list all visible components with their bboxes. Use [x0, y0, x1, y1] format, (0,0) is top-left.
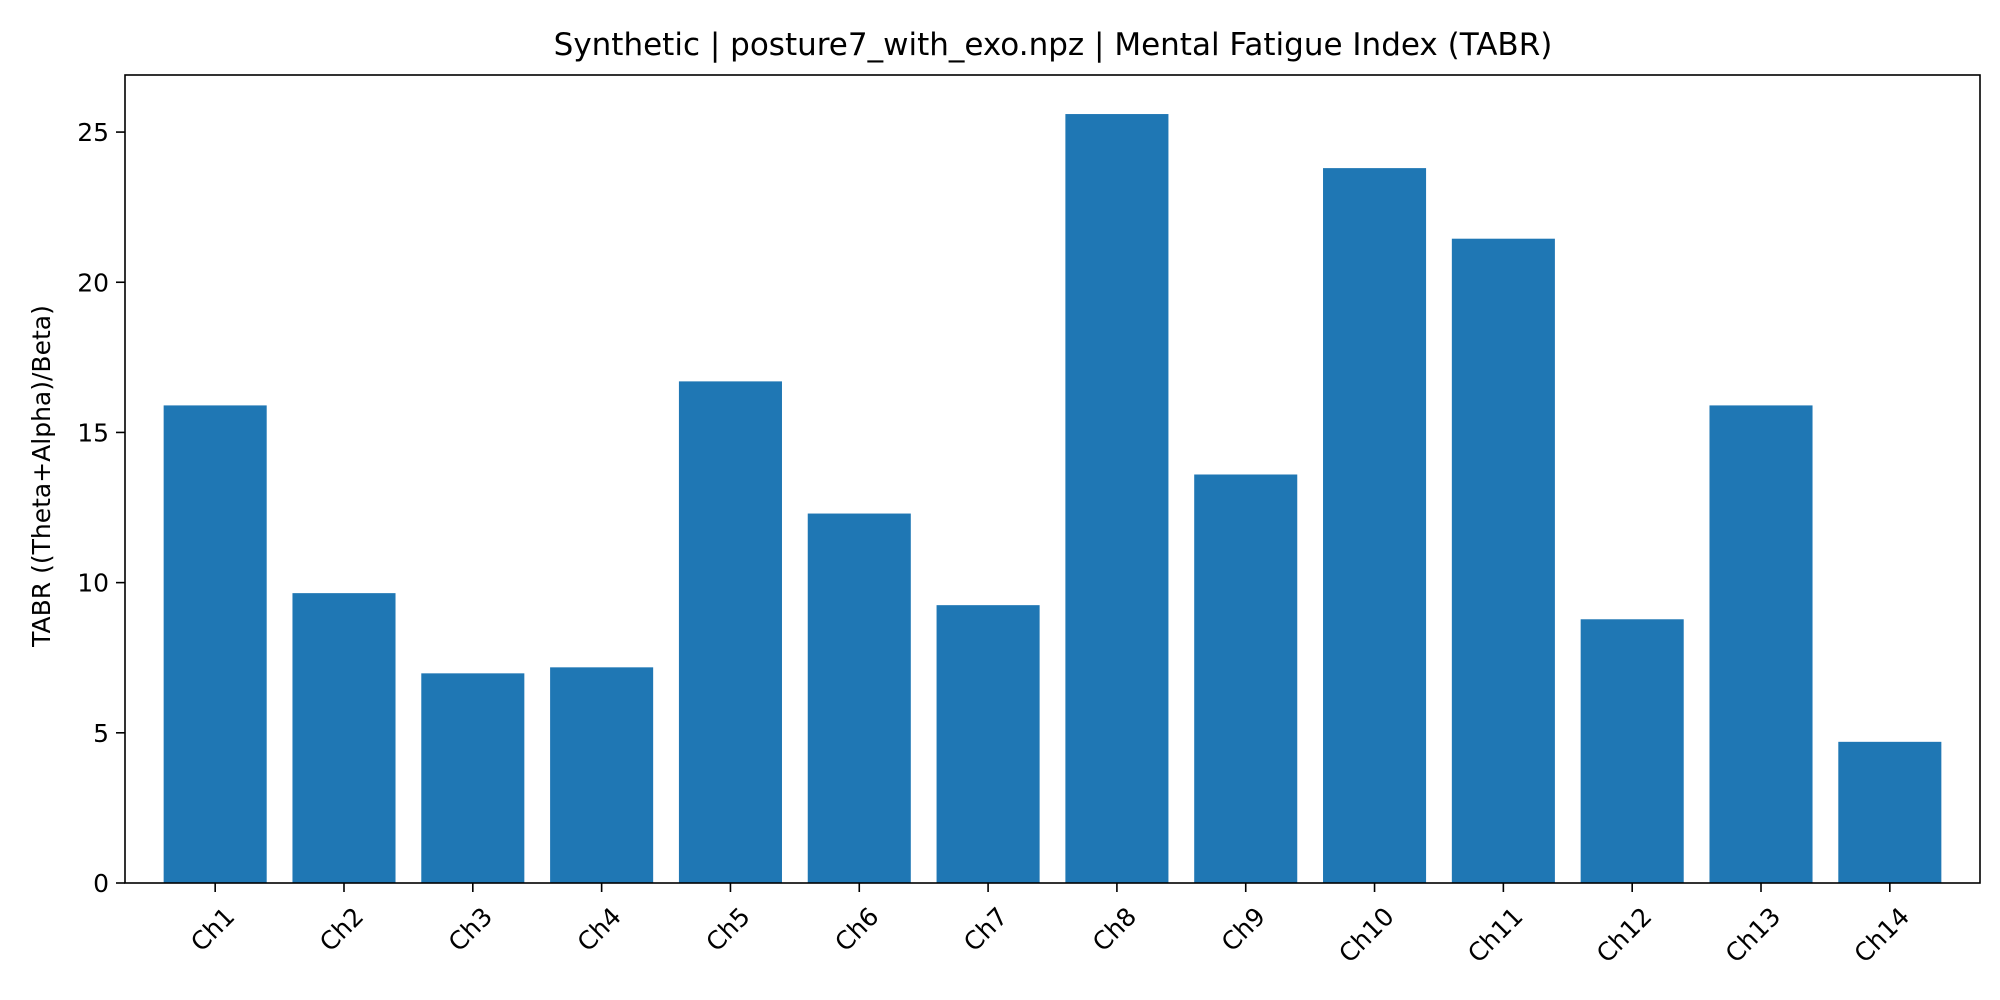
bar-ch2: [292, 593, 396, 883]
y-axis-label: TABR ((Theta+Alpha)/Beta): [27, 305, 56, 648]
bar-ch6: [807, 513, 911, 883]
y-tick-label: 20: [77, 268, 109, 297]
x-tick-label: Ch9: [1216, 902, 1271, 957]
x-tick-label: Ch8: [1087, 902, 1142, 957]
x-tick-label: Ch2: [314, 902, 369, 957]
x-tick-label: Ch14: [1849, 902, 1916, 969]
bar-ch11: [1451, 238, 1555, 883]
y-tick-label: 25: [77, 118, 109, 147]
bar-ch8: [1065, 114, 1169, 883]
bar-ch7: [936, 605, 1040, 883]
y-tick-label: 0: [93, 869, 109, 898]
y-tick-label: 10: [77, 569, 109, 598]
chart-title: Synthetic | posture7_with_exo.npz | Ment…: [554, 27, 1553, 63]
bar-ch10: [1323, 168, 1427, 883]
x-tick-label: Ch7: [958, 902, 1013, 957]
bar-ch1: [163, 405, 267, 883]
bar-ch4: [550, 667, 654, 883]
bar-ch3: [421, 673, 525, 883]
x-tick-label: Ch4: [572, 902, 627, 957]
bar-ch9: [1194, 474, 1298, 883]
x-axis-ticks: Ch1 Ch2 Ch3 Ch4 Ch5 Ch6 Ch7 Ch8 Ch9 Ch10 Ch11 Ch12 C…: [185, 883, 1915, 968]
x-tick-label: Ch10: [1333, 902, 1400, 969]
x-tick-label: Ch5: [700, 902, 755, 957]
x-tick-label: Ch12: [1591, 902, 1658, 969]
x-tick-label: Ch3: [443, 902, 498, 957]
bar-ch14: [1838, 741, 1942, 883]
bars-group: [163, 114, 1942, 883]
bar-ch12: [1580, 619, 1684, 883]
bar-ch5: [678, 381, 782, 883]
y-tick-label: 5: [93, 719, 109, 748]
bar-ch13: [1709, 405, 1813, 883]
plot-frame: [124, 74, 1981, 884]
x-tick-label: Ch13: [1720, 902, 1787, 969]
x-tick-label: Ch1: [185, 902, 240, 957]
y-tick-label: 15: [77, 418, 109, 447]
y-axis-ticks: 0 5 10 15 20 25: [77, 118, 125, 898]
x-tick-label: Ch11: [1462, 902, 1529, 969]
x-tick-label: Ch6: [829, 902, 884, 957]
